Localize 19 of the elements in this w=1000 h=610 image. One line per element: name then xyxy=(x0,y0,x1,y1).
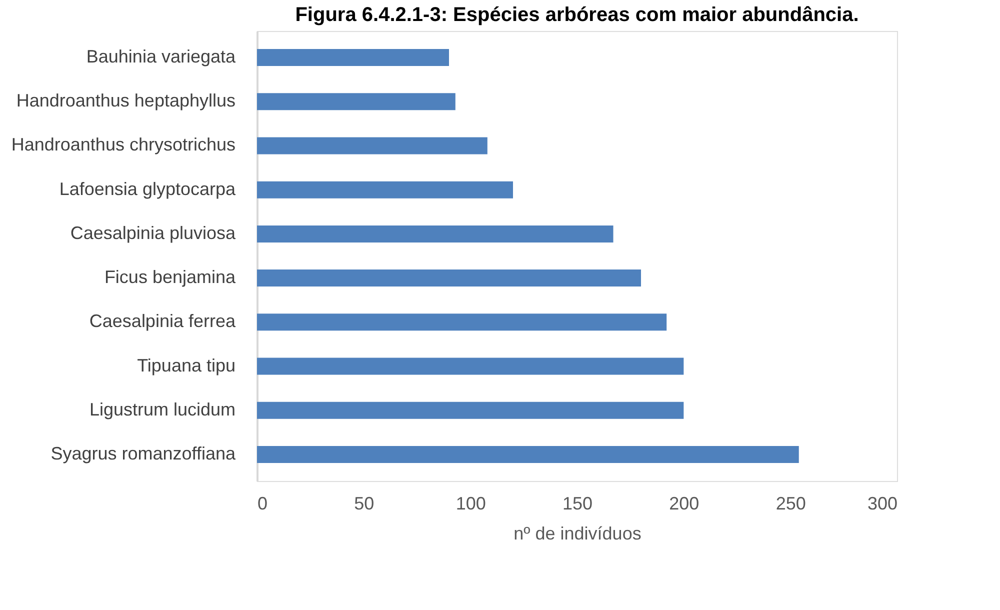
chart-title: Figura 6.4.2.1-3: Espécies arbóreas com maior abundância. xyxy=(295,4,859,26)
y-tick-label: Lafoensia glyptocarpa xyxy=(59,178,236,199)
y-tick-label: Bauhinia variegata xyxy=(86,46,236,66)
x-tick-label: 300 xyxy=(867,494,898,514)
y-tick-label: Tipuana tipu xyxy=(137,355,236,376)
y-tick-label: Handroanthus heptaphyllus xyxy=(16,90,236,111)
x-axis-title: nº de indivíduos xyxy=(514,524,642,544)
x-tick-label: 150 xyxy=(562,494,593,514)
x-tick-label: 50 xyxy=(354,494,374,514)
x-tick-label: 250 xyxy=(776,494,806,514)
x-tick-label: 200 xyxy=(669,494,700,514)
y-tick-label: Ficus benjamina xyxy=(104,267,236,288)
y-tick-label: Ligustrum lucidum xyxy=(89,399,236,420)
y-tick-label: Handroanthus chrysotrichus xyxy=(11,134,236,155)
x-tick-label: 100 xyxy=(456,494,486,514)
y-tick-label: Caesalpinia ferrea xyxy=(89,311,236,332)
x-tick-label: 0 xyxy=(258,494,268,514)
y-tick-label: Syagrus romanzoffiana xyxy=(50,444,236,464)
y-tick-label: Caesalpinia pluviosa xyxy=(70,222,236,243)
